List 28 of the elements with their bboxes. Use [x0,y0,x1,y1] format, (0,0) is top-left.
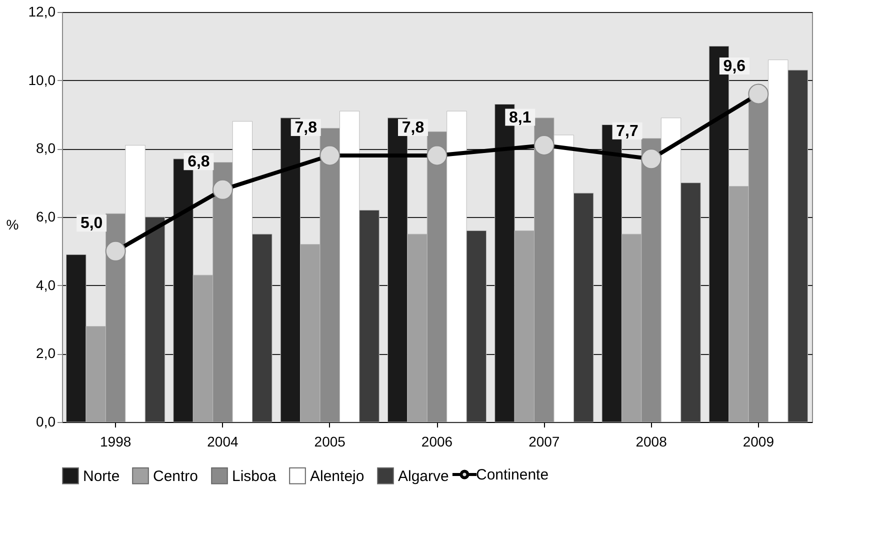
data-label: 5,0 [80,215,103,232]
data-label: 6,8 [188,154,210,171]
y-tick-label: 12,0 [28,4,56,20]
x-tick-label: 2007 [528,434,560,450]
y-tick-label: 2,0 [36,345,56,362]
legend-label: Norte [83,468,120,485]
x-tick-label: 2009 [742,434,774,450]
data-label: 9,6 [723,58,746,75]
y-tick-label: 6,0 [36,208,56,224]
data-label: 7,7 [616,122,639,140]
x-tick-label: 2006 [421,434,453,450]
y-tick-label: 8,0 [36,140,56,156]
legend-label: Alentejo [310,468,364,485]
legend-label: Lisboa [232,468,277,485]
y-tick-label: 0,0 [36,414,56,430]
data-label: 7,8 [402,120,424,136]
data-label: 8,1 [509,109,532,126]
y-tick-label: 10,0 [28,72,56,88]
x-tick-label: 1998 [100,434,132,450]
data-label: 7,8 [294,120,318,136]
legend-label: Centro [153,468,198,485]
x-tick-label: 2004 [207,434,238,450]
y-tick-label: 4,0 [36,276,56,293]
legend-label: Algarve [398,468,449,485]
x-tick-label: 2008 [636,434,668,450]
legend-label: Continente [476,466,549,484]
x-tick-label: 2005 [314,434,346,450]
y-axis-title: % [6,216,19,232]
